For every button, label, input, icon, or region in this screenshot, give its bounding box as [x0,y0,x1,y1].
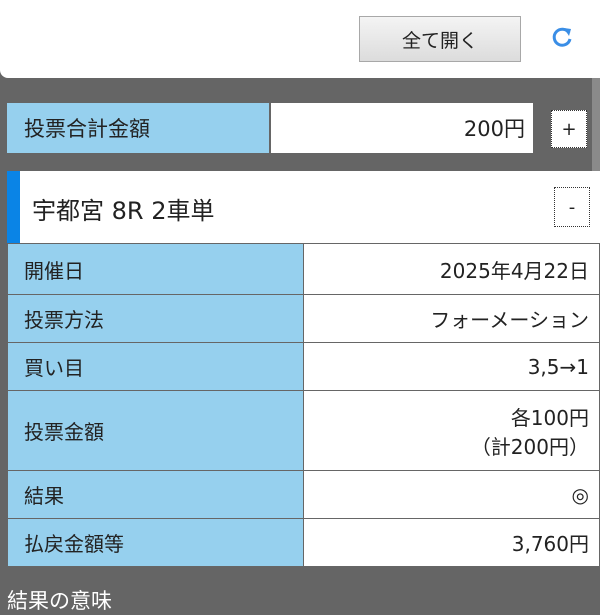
table-row: 払戻金額等 3,760円 [7,518,600,567]
collapse-button[interactable]: - [554,187,590,227]
row-value: 2025年4月22日 [303,243,600,295]
result-meaning-heading: 結果の意味 [7,589,112,613]
row-label: 結果 [7,470,304,519]
race-title: 宇都宮 8R 2車単 [32,197,215,225]
table-row: 投票方法 フォーメーション [7,294,600,343]
reload-icon[interactable] [550,24,576,50]
row-value: フォーメーション [303,294,600,343]
row-label: 買い目 [7,342,304,391]
open-all-button[interactable]: 全て開く [359,16,521,62]
table-row: 結果 ◎ [7,470,600,519]
race-header: 宇都宮 8R 2車単 [7,171,600,243]
total-value: 200円 [271,103,533,153]
expand-button[interactable]: + [551,110,587,148]
row-value: 3,5→1 [303,342,600,391]
row-label: 開催日 [7,243,304,295]
total-amount-row: 投票合計金額 200円 [7,103,533,153]
table-row: 開催日 2025年4月22日 [7,243,600,295]
sum-amount: （計200円） [470,434,589,459]
total-label: 投票合計金額 [7,103,271,153]
row-label: 払戻金額等 [7,518,304,567]
table-row: 投票金額 各100円 （計200円） [7,390,600,471]
row-label: 投票金額 [7,390,304,471]
scrollbar[interactable] [592,78,600,178]
each-amount: 各100円 [510,405,589,430]
row-label: 投票方法 [7,294,304,343]
top-bar: 全て開く [0,0,600,78]
table-row: 買い目 3,5→1 [7,342,600,391]
row-value: 3,760円 [303,518,600,567]
row-value: ◎ [303,470,600,519]
bet-detail-table: 開催日 2025年4月22日 投票方法 フォーメーション 買い目 3,5→1 投票金額… [7,243,600,567]
row-value: 各100円 （計200円） [303,390,600,471]
